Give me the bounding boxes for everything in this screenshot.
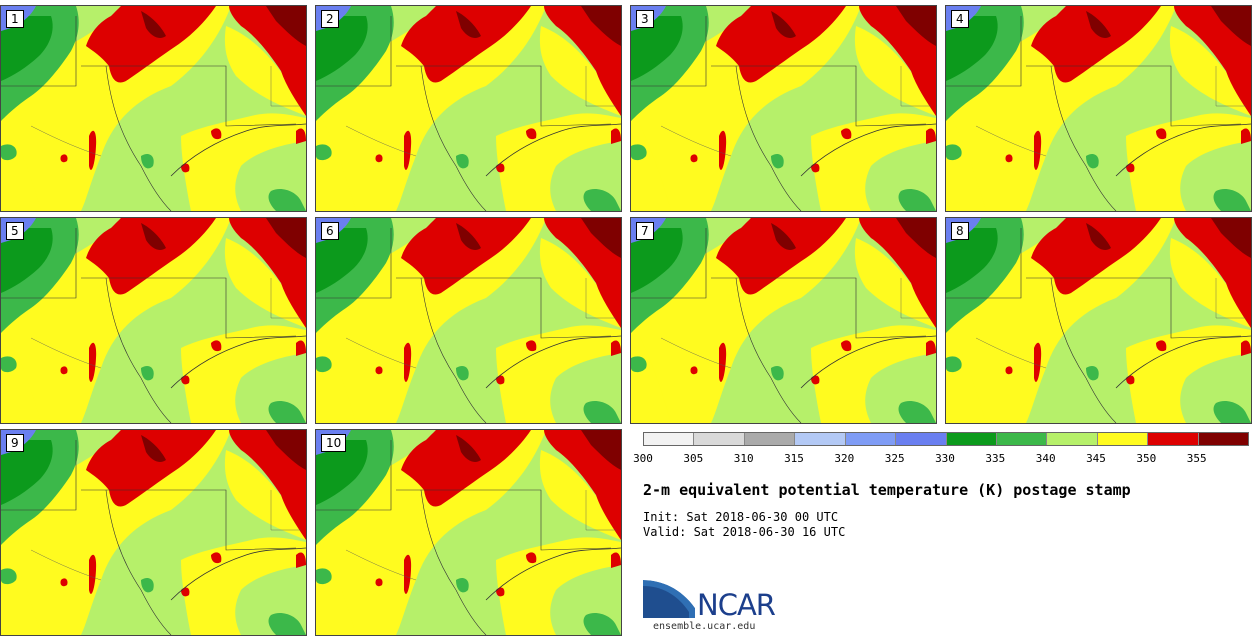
colorbar-tick-label: 355 bbox=[1186, 452, 1207, 465]
panel-number: 8 bbox=[951, 222, 969, 240]
map-panel: 10 bbox=[315, 429, 622, 636]
map-panel: 9 bbox=[0, 429, 307, 636]
colorbar-tick-label: 320 bbox=[834, 452, 855, 465]
map-image bbox=[631, 218, 936, 423]
colorbar-swatch bbox=[1148, 433, 1199, 445]
colorbar-swatch bbox=[1047, 433, 1098, 445]
colorbar-swatch bbox=[1198, 433, 1249, 445]
logo-text: NCAR bbox=[697, 588, 776, 622]
colorbar-tick-label: 300 bbox=[633, 452, 653, 465]
colorbar-tick-label: 325 bbox=[884, 452, 905, 465]
map-panel: 6 bbox=[315, 217, 622, 424]
map-image bbox=[946, 6, 1251, 211]
map-image bbox=[631, 6, 936, 211]
colorbar-tick-label: 330 bbox=[935, 452, 955, 465]
colorbar-swatch bbox=[946, 433, 997, 445]
panel-number: 3 bbox=[636, 10, 654, 28]
ncar-logo-icon bbox=[643, 578, 695, 618]
colorbar-swatch bbox=[644, 433, 695, 445]
panel-number: 10 bbox=[321, 434, 347, 452]
map-panel: 1 bbox=[0, 5, 307, 212]
panel-number: 7 bbox=[636, 222, 654, 240]
panel-number: 6 bbox=[321, 222, 339, 240]
panel-number: 9 bbox=[6, 434, 24, 452]
map-panel: 5 bbox=[0, 217, 307, 424]
colorbar-tick-label: 340 bbox=[1035, 452, 1056, 465]
map-panel: 2 bbox=[315, 5, 622, 212]
logo-url: ensemble.ucar.edu bbox=[653, 621, 756, 632]
panel-number: 2 bbox=[321, 10, 339, 28]
colorbar-tick-label: 315 bbox=[784, 452, 804, 465]
colorbar-tick-label: 305 bbox=[683, 452, 704, 465]
map-panel: 3 bbox=[630, 5, 937, 212]
colorbar-tick-label: 345 bbox=[1086, 452, 1106, 465]
panel-number: 1 bbox=[6, 10, 24, 28]
init-time: Init: Sat 2018-06-30 00 UTC bbox=[643, 510, 839, 524]
colorbar bbox=[643, 432, 1249, 446]
map-image bbox=[316, 6, 621, 211]
map-panel: 4 bbox=[945, 5, 1252, 212]
colorbar-swatch bbox=[1097, 433, 1149, 445]
map-image bbox=[1, 218, 306, 423]
colorbar-swatch bbox=[795, 433, 846, 445]
valid-time: Valid: Sat 2018-06-30 16 UTC bbox=[643, 525, 846, 539]
panel-number: 5 bbox=[6, 222, 24, 240]
map-image bbox=[1, 430, 306, 635]
colorbar-swatch bbox=[896, 433, 947, 445]
panel-number: 4 bbox=[951, 10, 969, 28]
colorbar-tick-label: 350 bbox=[1136, 452, 1157, 465]
colorbar-swatch bbox=[845, 433, 897, 445]
map-image bbox=[1, 6, 306, 211]
map-image bbox=[316, 430, 621, 635]
map-panel: 7 bbox=[630, 217, 937, 424]
figure-title: 2-m equivalent potential temperature (K)… bbox=[643, 481, 1131, 499]
colorbar-swatch bbox=[694, 433, 745, 445]
map-image bbox=[316, 218, 621, 423]
colorbar-swatch bbox=[744, 433, 796, 445]
map-image bbox=[946, 218, 1251, 423]
colorbar-swatch bbox=[996, 433, 1048, 445]
map-panel: 8 bbox=[945, 217, 1252, 424]
colorbar-tick-label: 335 bbox=[985, 452, 1006, 465]
colorbar-tick-label: 310 bbox=[733, 452, 754, 465]
